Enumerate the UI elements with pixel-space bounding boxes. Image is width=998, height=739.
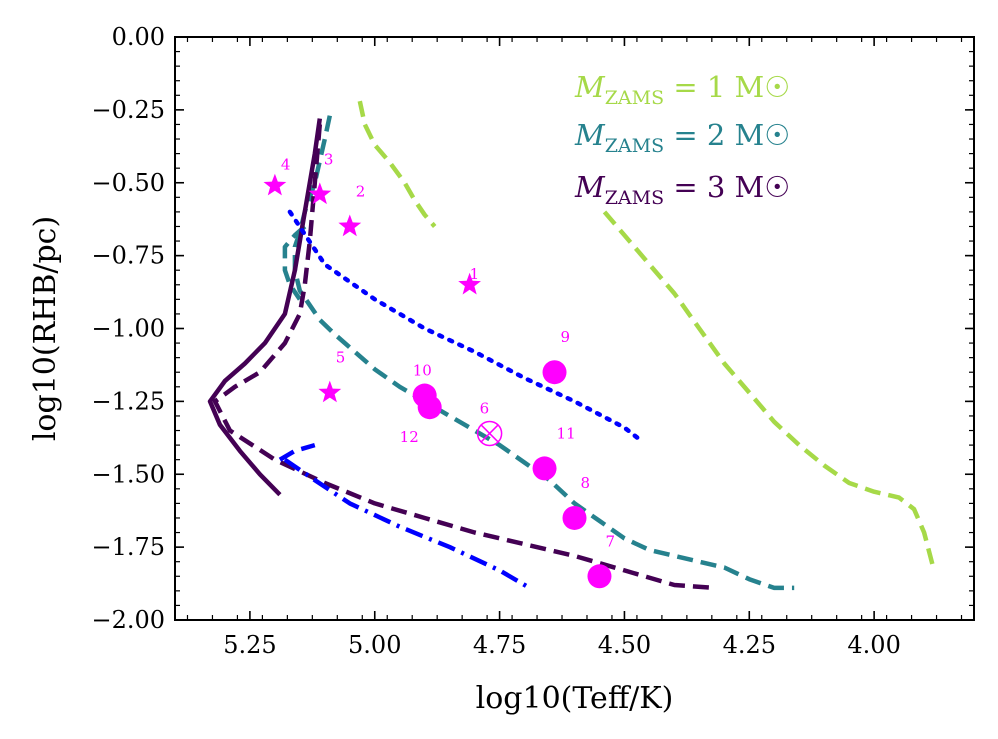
point-label-9: 9 [561, 328, 571, 346]
point-star-5 [318, 380, 342, 403]
x-tick-label: 4.25 [723, 631, 776, 659]
legend-entry-1: MZAMS = 1 M☉ [574, 70, 790, 109]
point-circle-12 [417, 395, 442, 420]
y-tick-label: 0.00 [112, 23, 165, 51]
legend-entry-subscript: ZAMS [605, 87, 664, 109]
legend-entry-subscript: ZAMS [605, 135, 664, 157]
series-line-3 [282, 224, 307, 301]
legend-entry-prefix: M [574, 70, 606, 104]
point-circle-9 [542, 360, 567, 385]
point-star-1 [458, 272, 481, 295]
legend-entry-suffix: = 2 M☉ [664, 118, 790, 152]
series-line-8 [278, 442, 316, 462]
x-tick-label: 5.25 [223, 631, 276, 659]
legend-entry-suffix: = 3 M☉ [664, 170, 790, 204]
series-line-6 [287, 209, 642, 442]
point-label-5: 5 [336, 349, 346, 367]
point-label-1: 1 [470, 265, 480, 283]
y-tick-label: −1.25 [91, 387, 165, 415]
y-tick-label: −1.50 [91, 460, 165, 488]
point-label-10: 10 [413, 362, 432, 380]
legend-entry-suffix: = 1 M☉ [664, 70, 790, 104]
series-line-0 [357, 100, 437, 228]
point-star-2 [338, 214, 362, 237]
point-label-4: 4 [281, 156, 291, 174]
y-tick-label: −1.00 [91, 315, 165, 343]
legend: MZAMS = 1 M☉MZAMS = 2 M☉MZAMS = 3 M☉ [574, 70, 790, 209]
point-label-3: 3 [324, 150, 334, 168]
legend-entry-subscript: ZAMS [605, 187, 664, 209]
y-tick-label: −2.00 [91, 606, 165, 634]
legend-entry-prefix: M [574, 170, 606, 204]
point-otimes-cross-b-6 [480, 424, 499, 443]
point-star-4 [263, 173, 287, 196]
point-otimes-ring-6 [476, 420, 503, 447]
x-tick-label: 4.00 [847, 631, 900, 659]
point-circle-11 [532, 456, 557, 481]
point-label-6: 6 [480, 399, 490, 417]
y-tick-label: −0.75 [91, 242, 165, 270]
axes-layer: 5.25 5.00 4.75 4.50 4.25 4.00 0.00 −0.25 −0.50 −0… [28, 23, 975, 716]
point-label-12: 12 [400, 428, 419, 446]
point-label-7: 7 [605, 532, 615, 550]
series-line-4 [207, 118, 323, 497]
series-line-5 [212, 124, 715, 591]
point-label-8: 8 [581, 474, 591, 492]
x-tick-label: 4.50 [598, 631, 651, 659]
point-star-3 [308, 182, 332, 205]
legend-entry-2: MZAMS = 2 M☉ [574, 118, 790, 157]
y-axis-label: log10(RHB/pc) [28, 216, 63, 441]
x-tick-label: 4.75 [473, 631, 526, 659]
point-label-11: 11 [557, 424, 576, 442]
y-tick-label: −0.25 [91, 96, 165, 124]
x-axis-label: log10(Teff/K) [476, 681, 674, 716]
legend-entry-prefix: M [574, 118, 606, 152]
y-tick-label: −1.75 [91, 533, 165, 561]
point-label-2: 2 [356, 182, 366, 200]
y-tick-label: −0.50 [91, 169, 165, 197]
point-circle-8 [562, 505, 587, 530]
legend-entry-3: MZAMS = 3 M☉ [574, 170, 790, 209]
x-tick-label: 5.00 [348, 631, 401, 659]
series-line-7 [283, 457, 531, 590]
point-circle-7 [587, 564, 612, 589]
